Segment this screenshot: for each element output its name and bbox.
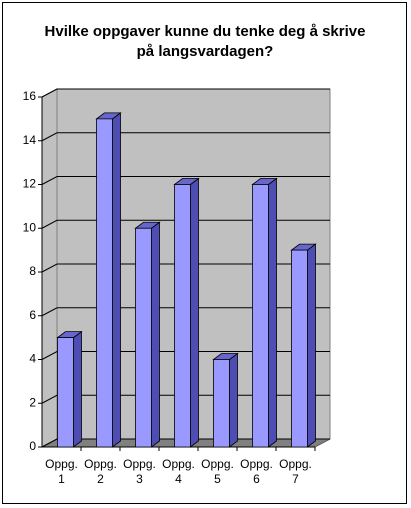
x-tick-label: Oppg. 1 xyxy=(45,457,78,486)
bar-side xyxy=(307,243,316,448)
grid-line xyxy=(41,351,330,360)
y-tick-label: 10 xyxy=(23,220,37,234)
chart-border xyxy=(2,2,407,504)
bar-side xyxy=(268,177,277,448)
bar-front xyxy=(135,227,152,448)
x-tick-label: Oppg. 6 xyxy=(240,457,273,486)
y-tick-label: 8 xyxy=(29,264,36,278)
bar-side xyxy=(229,352,238,448)
x-tick-label: Oppg. 7 xyxy=(279,457,312,486)
bar-front xyxy=(252,184,269,448)
bar xyxy=(251,177,278,448)
y-tick-label: 6 xyxy=(29,308,36,322)
bar-side xyxy=(73,330,82,448)
x-tick-label: Oppg. 3 xyxy=(123,457,156,486)
grid-line xyxy=(41,176,330,185)
bar xyxy=(95,112,122,448)
y-tick-label: 12 xyxy=(23,177,37,191)
bar xyxy=(290,243,317,448)
y-tick-label: 4 xyxy=(29,352,36,366)
chart-title: Hvilke oppgaver kunne du tenke deg å skr… xyxy=(44,23,366,60)
grid-line xyxy=(41,438,330,448)
grid-line xyxy=(41,88,330,98)
bar-front xyxy=(57,337,74,448)
x-tick-label: Oppg. 4 xyxy=(162,457,195,486)
grid-line xyxy=(41,219,330,229)
grid-line xyxy=(41,307,330,317)
grid-line xyxy=(41,263,330,273)
bar xyxy=(56,330,83,448)
x-tick-label: Oppg. 5 xyxy=(201,457,234,486)
bar-front xyxy=(291,249,308,448)
bar-side xyxy=(190,177,199,448)
bar xyxy=(173,177,200,448)
grid-line xyxy=(41,132,330,142)
bar-front xyxy=(174,184,191,448)
bar-side xyxy=(112,112,121,448)
y-tick-label: 16 xyxy=(23,89,37,103)
y-tick-label: 0 xyxy=(29,439,36,453)
bar-front xyxy=(96,118,113,448)
y-tick-label: 2 xyxy=(29,395,36,409)
bar xyxy=(134,221,161,448)
x-tick-label: Oppg. 2 xyxy=(84,457,117,486)
bar-side xyxy=(151,221,160,448)
grid-line xyxy=(41,394,330,404)
bar xyxy=(212,352,239,448)
bar-front xyxy=(213,359,230,448)
y-tick-label: 14 xyxy=(23,133,37,147)
